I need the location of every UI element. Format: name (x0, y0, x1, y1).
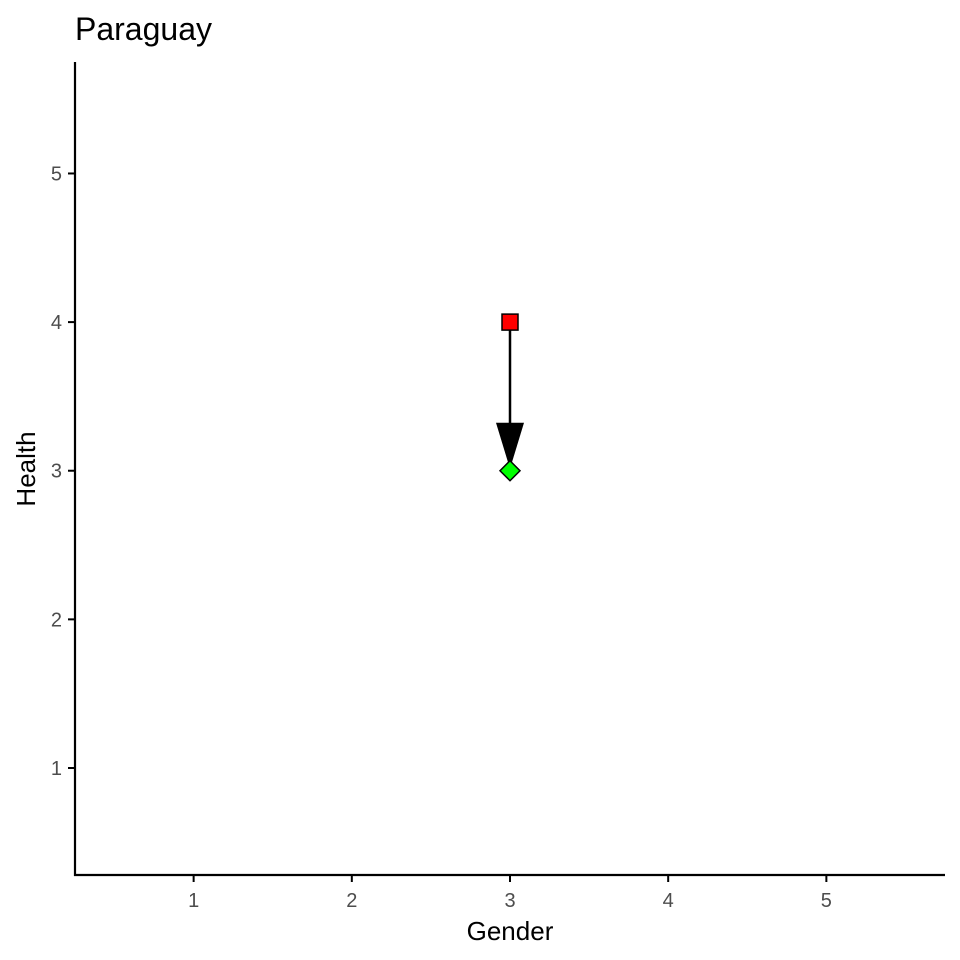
chart-title: Paraguay (75, 11, 212, 47)
x-tick-label: 3 (504, 890, 515, 912)
y-tick-label: 5 (51, 163, 62, 185)
x-tick-label: 5 (821, 890, 832, 912)
x-ticks: 1 2 3 4 5 (188, 875, 832, 912)
y-tick-label: 3 (51, 461, 62, 483)
x-tick-label: 2 (346, 890, 357, 912)
data-point-square (501, 313, 519, 331)
y-tick-label: 4 (51, 312, 62, 334)
arrow-head (496, 422, 524, 469)
y-axis-title: Health (11, 431, 41, 506)
x-axis-title: Gender (467, 916, 554, 946)
data-point-diamond (498, 459, 522, 482)
data-marks (496, 313, 524, 482)
x-tick-label: 1 (188, 890, 199, 912)
y-ticks: 1 2 3 4 5 (51, 163, 75, 780)
y-tick-label: 2 (51, 609, 62, 631)
x-tick-label: 4 (663, 890, 674, 912)
y-tick-label: 1 (51, 758, 62, 780)
